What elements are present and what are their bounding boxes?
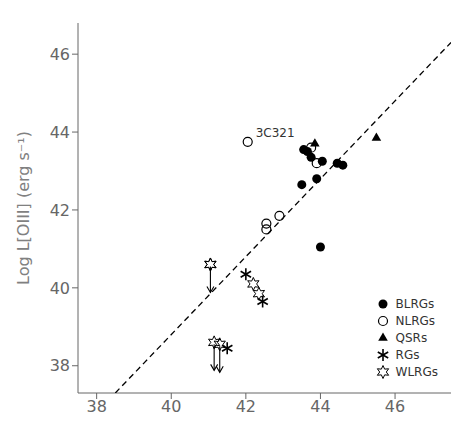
svg-text:38: 38 bbox=[86, 397, 106, 416]
html-text:NLRGs: NLRGs bbox=[395, 313, 436, 328]
svg-text:42: 42 bbox=[236, 397, 256, 416]
svg-text:40: 40 bbox=[50, 279, 70, 298]
svg-text:42: 42 bbox=[50, 201, 70, 220]
html-text:QSRs: QSRs bbox=[395, 330, 428, 345]
svg-text:44: 44 bbox=[310, 397, 330, 416]
svg-text:46: 46 bbox=[50, 45, 70, 64]
svg-text:Log L[OIII] (erg s⁻¹): Log L[OIII] (erg s⁻¹) bbox=[14, 131, 33, 285]
svg-text:46: 46 bbox=[385, 397, 405, 416]
svg-text:3C321: 3C321 bbox=[256, 126, 295, 140]
html-text:WLRGs: WLRGs bbox=[395, 364, 438, 379]
html-text:BLRGs: BLRGs bbox=[395, 296, 435, 311]
svg-text:38: 38 bbox=[50, 356, 70, 375]
svg-text:40: 40 bbox=[161, 397, 181, 416]
svg-text:44: 44 bbox=[50, 123, 70, 142]
html-text:RGs: RGs bbox=[395, 347, 420, 362]
